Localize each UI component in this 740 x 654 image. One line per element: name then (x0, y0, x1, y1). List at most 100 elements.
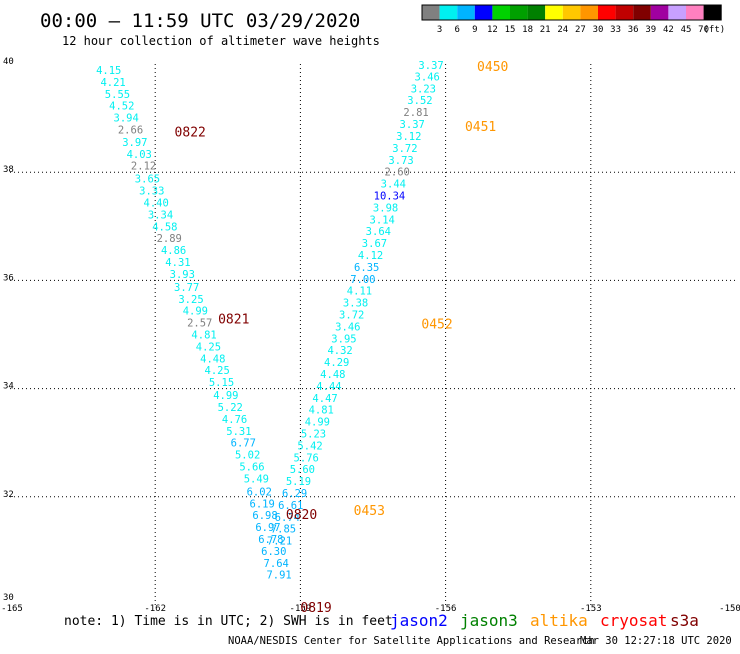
wave-height-value: 5.22 (218, 402, 243, 414)
colorbar-swatch (580, 5, 598, 20)
legend-item: jason3 (460, 611, 518, 630)
wave-height-value: 7.00 (350, 274, 375, 286)
wave-height-value: 6.19 (250, 498, 275, 510)
wave-height-value: 7.21 (267, 536, 292, 548)
wave-height-value: 4.11 (347, 286, 372, 298)
wave-height-value: 3.46 (415, 71, 440, 83)
wave-height-value: 6.61 (278, 500, 303, 512)
wave-height-value: 3.65 (135, 174, 160, 186)
wave-height-value: 10.34 (374, 190, 406, 202)
wave-height-value: 4.47 (312, 393, 337, 405)
colorbar-swatch (686, 5, 704, 20)
wave-height-value: 2.89 (157, 233, 182, 245)
colorbar-swatch (422, 5, 440, 20)
wave-height-value: 4.81 (191, 330, 216, 342)
wave-height-value: 7.64 (264, 558, 289, 570)
wave-height-value: 3.52 (407, 95, 432, 107)
wave-height-value: 3.95 (331, 333, 356, 345)
wave-height-value: 3.72 (392, 143, 417, 155)
legend-item: cryosat (600, 611, 667, 630)
colorbar-label: 45 (681, 25, 692, 35)
colorbar-label: 36 (628, 25, 639, 35)
wave-height-value: 3.77 (174, 282, 199, 294)
colorbar-label: 70 (698, 25, 709, 35)
wave-height-value: 5.42 (297, 440, 322, 452)
wave-height-value: 3.93 (170, 269, 195, 281)
wave-height-value: 6.30 (261, 546, 286, 558)
wave-height-value: 4.12 (358, 250, 383, 262)
wave-height-value: 5.31 (226, 426, 251, 438)
colorbar: 3 6 9 12 15 18 21 24 27 30 33 36 39 42 45 70(ft) (421, 4, 725, 35)
colorbar-frame (421, 4, 722, 21)
grid (10, 64, 736, 605)
wave-height-value: 3.37 (400, 119, 425, 131)
pass-label: 0453 (354, 504, 385, 519)
colorbar-label: 39 (645, 25, 656, 35)
wave-height-value: 4.99 (183, 306, 208, 318)
wave-height-value: 3.97 (122, 137, 147, 149)
wave-height-value: 4.32 (327, 345, 352, 357)
wave-height-value: 4.76 (222, 414, 247, 426)
colorbar-swatch (545, 5, 563, 20)
wave-height-value: 6.77 (231, 438, 256, 450)
wave-height-value: 2.81 (403, 107, 428, 119)
x-tick-label: -159 (290, 604, 312, 614)
wave-height-value: 5.76 (294, 452, 319, 464)
footer-credit: NOAA/NESDIS Center for Satellite Applica… (228, 635, 595, 647)
wave-height-value: 6.98 (252, 510, 277, 522)
y-tick-label: 36 (3, 273, 14, 283)
x-tick-label: -165 (1, 604, 23, 614)
wave-height-value: 4.03 (127, 149, 152, 161)
data-points: 4.154.215.554.523.942.663.974.032.123.65… (96, 60, 444, 582)
pass-label: 0819 (300, 601, 331, 616)
chart-title: 00:00 – 11:59 UTC 03/29/2020 (40, 10, 360, 32)
wave-height-value: 2.66 (118, 124, 143, 136)
legend-item: s3a (670, 611, 699, 630)
colorbar-label: 27 (575, 25, 586, 35)
colorbar-swatch (598, 5, 616, 20)
colorbar-swatch (439, 5, 458, 20)
colorbar-label: 21 (540, 25, 551, 35)
colorbar-swatch (703, 5, 722, 20)
colorbar-label: 3 (437, 25, 442, 35)
colorbar-label: 18 (522, 25, 533, 35)
wave-height-value: 6.97 (255, 522, 280, 534)
wave-height-value: 5.23 (301, 429, 326, 441)
wave-height-value: 3.73 (388, 155, 413, 167)
legend-item: jason2 (390, 611, 448, 630)
colorbar-swatch (562, 5, 581, 20)
y-tick-label: 30 (3, 593, 14, 603)
wave-height-value: 2.60 (385, 167, 410, 179)
colorbar-label: 15 (505, 25, 516, 35)
satellite-legend: jason2 jason3 altika cryosat s3a (390, 611, 699, 630)
wave-height-value: 3.67 (362, 238, 387, 250)
y-tick-label: 40 (3, 57, 14, 67)
wave-height-value: 4.25 (196, 341, 221, 353)
colorbar-label: 9 (472, 25, 477, 35)
wave-height-value: 4.15 (96, 65, 121, 77)
wave-height-value: 3.33 (139, 186, 164, 198)
y-tick-label: 38 (3, 165, 14, 175)
wave-height-value: 4.29 (324, 357, 349, 369)
wave-height-value: 4.48 (200, 353, 225, 365)
wave-height-value: 7.85 (271, 524, 296, 536)
wave-height-value: 5.19 (286, 476, 311, 488)
wave-height-value: 4.31 (165, 257, 190, 269)
chart-subtitle: 12 hour collection of altimeter wave hei… (62, 34, 380, 48)
wave-height-value: 3.25 (178, 294, 203, 306)
wave-height-value: 3.44 (381, 179, 406, 191)
wave-height-value: 3.46 (335, 321, 360, 333)
pass-label: 0452 (421, 318, 452, 333)
wave-height-value: 3.23 (411, 83, 436, 95)
legend-item: altika (530, 611, 588, 630)
wave-height-value: 4.48 (320, 369, 345, 381)
wave-height-value: 4.44 (316, 381, 341, 393)
wave-height-value: 4.99 (213, 390, 238, 402)
colorbar-swatch (615, 5, 634, 20)
x-tick-label: -156 (435, 604, 457, 614)
wave-height-value: 4.58 (152, 221, 177, 233)
wave-height-value: 3.34 (148, 209, 173, 221)
wave-height-value: 5.15 (209, 377, 234, 389)
wave-height-value: 3.38 (343, 298, 368, 310)
